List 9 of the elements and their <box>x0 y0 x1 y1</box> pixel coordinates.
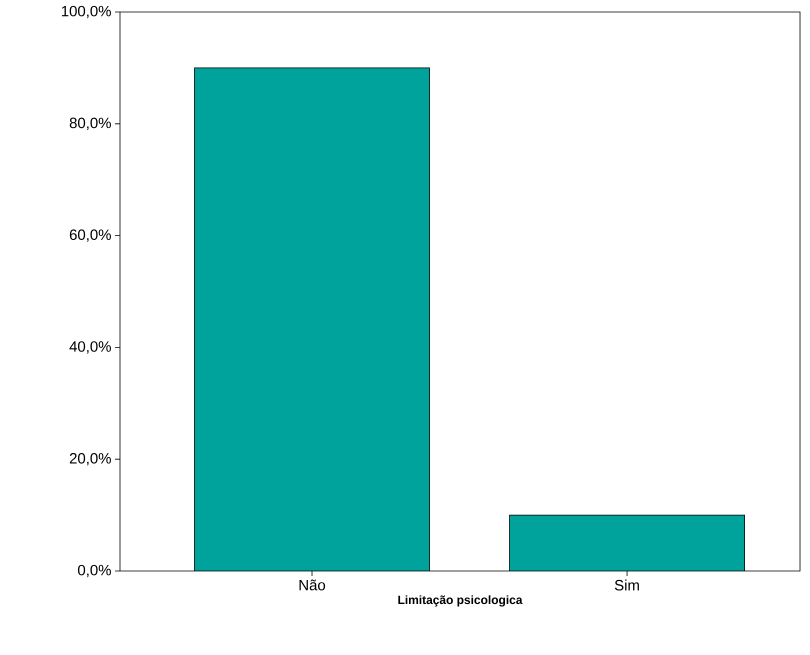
y-tick-label: 80,0% <box>70 118 111 130</box>
x-tick-label: Sim <box>614 580 639 590</box>
x-tick-label: Não <box>300 580 326 590</box>
x-axis-title: Limitação psicologica <box>398 595 523 607</box>
y-tick-label: 0,0% <box>78 564 111 578</box>
y-tick-label: 100,0% <box>62 6 111 18</box>
y-tick-label: 20,0% <box>70 453 111 466</box>
y-tick-label: 40,0% <box>69 341 111 354</box>
y-tick-label: 60,0% <box>70 229 111 242</box>
